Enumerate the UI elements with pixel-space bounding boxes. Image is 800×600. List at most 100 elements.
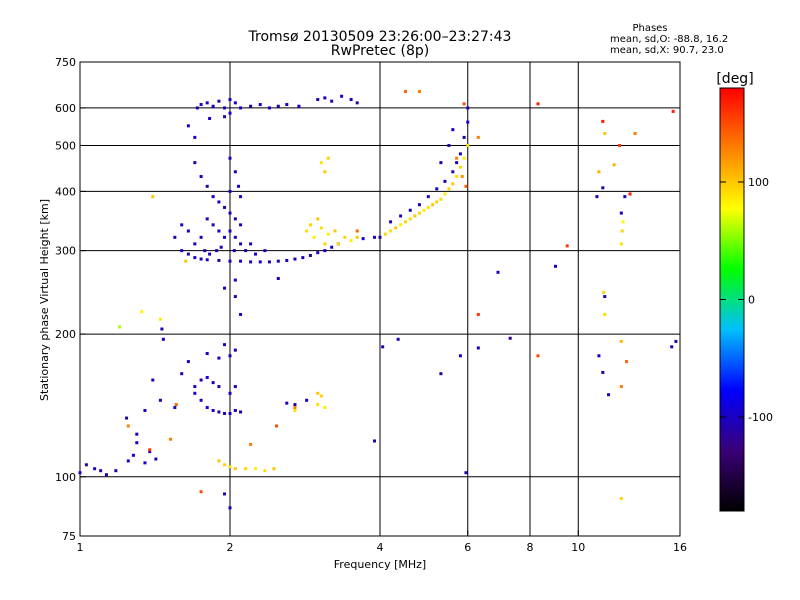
data-point [466,106,470,110]
data-point [215,249,219,253]
data-point [462,102,466,106]
data-point [217,356,221,360]
data-point [217,385,221,389]
colorbar: [deg] 100 0 -100 [716,71,773,512]
data-point [184,259,188,263]
data-point [293,408,297,412]
data-point [343,235,347,239]
data-point [205,406,209,410]
data-point [233,385,237,389]
data-point [186,252,190,256]
data-point [219,245,223,249]
data-point [597,170,601,174]
data-point [239,195,243,199]
data-point [263,249,267,253]
data-point [173,235,177,239]
data-point [208,116,212,120]
data-point [233,101,237,105]
data-point [223,205,227,209]
data-point [148,448,152,452]
data-point [233,467,237,471]
data-point [319,226,323,230]
data-point [114,469,118,473]
data-point [443,179,447,183]
data-point [620,229,624,233]
data-point [399,223,403,227]
data-point [126,459,130,463]
data-point [228,189,232,193]
data-point [239,223,243,227]
data-point [239,312,243,316]
plot-area: 1 2 4 6 8 10 16 75 100 200 300 400 500 600 750 [55,56,687,554]
data-point [553,264,557,268]
data-point [205,217,209,221]
data-point [228,211,232,215]
data-point [330,245,334,249]
data-point [349,98,353,102]
data-point [312,235,316,239]
data-point [135,432,139,436]
x-tick-label: 4 [377,541,384,554]
x-tick-label: 6 [464,541,471,554]
data-point [293,403,297,407]
data-point [253,467,257,471]
data-point [601,370,605,374]
data-point [383,232,387,236]
data-point [217,229,221,233]
data-point [408,217,412,221]
data-point [253,252,257,256]
y-axis-ticks: 75 100 200 300 400 500 600 750 [55,56,86,543]
data-point [126,424,130,428]
data-point [628,192,632,196]
data-point [619,211,623,215]
data-point [276,259,280,263]
data-point [297,104,301,108]
data-point [373,235,377,239]
chart-title: Tromsø 20130509 23:26:00–23:27:43 [248,29,512,45]
data-point [275,424,279,428]
data-point [263,469,267,473]
data-point [285,258,289,262]
data-point [451,128,455,132]
colorbar-label: [deg] [716,71,753,87]
data-point [217,99,221,103]
x-tick-label: 10 [571,541,585,554]
data-point [443,192,447,196]
data-point [158,398,162,402]
data-point [135,441,139,445]
data-point [223,343,227,347]
data-point [276,104,280,108]
data-point [223,235,227,239]
data-point [305,398,309,402]
data-point [143,408,147,412]
data-point [199,103,203,107]
data-point [389,220,393,224]
data-point [193,161,197,165]
data-point [603,312,607,316]
data-point [205,101,209,105]
data-point [205,375,209,379]
data-point [199,175,203,179]
colorbar-tick-label: 100 [748,176,769,189]
y-axis-label: Stationary phase Virtual Height [km] [38,199,51,401]
data-point [249,260,253,264]
data-point [670,345,674,349]
data-point [228,259,232,263]
data-points [78,89,678,510]
data-point [233,170,237,174]
x-tick-label: 2 [227,541,234,554]
y-tick-label: 200 [55,328,76,341]
data-point [340,94,344,98]
data-point [355,235,359,239]
data-point [249,242,253,246]
data-point [258,103,262,107]
data-point [326,232,330,236]
data-point [455,161,459,165]
data-point [217,258,221,262]
data-point [267,106,271,110]
data-point [249,442,253,446]
data-point [199,490,203,494]
data-point [426,205,430,209]
data-point [417,211,421,215]
